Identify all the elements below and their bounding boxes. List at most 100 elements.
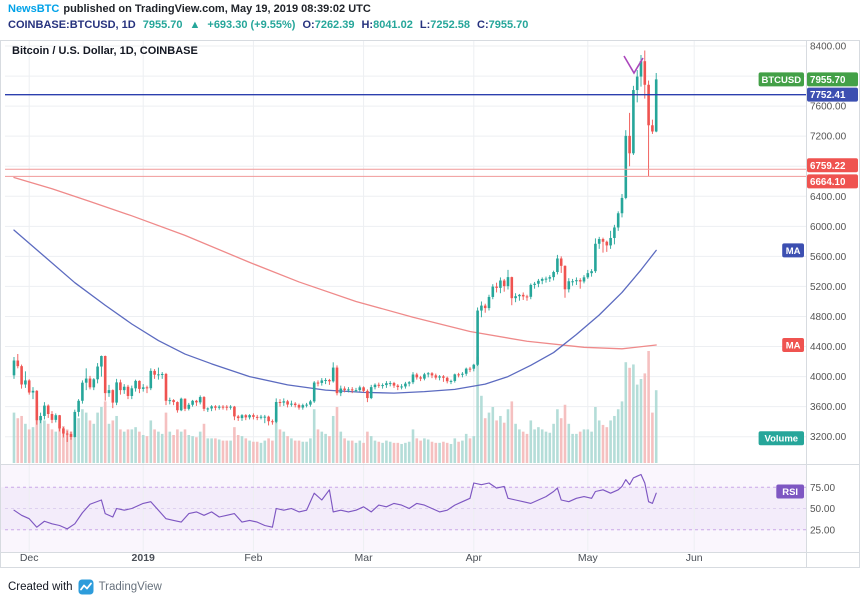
- volume-bar: [544, 431, 548, 463]
- candle-body: [472, 364, 476, 369]
- candle-body: [198, 397, 202, 403]
- volume-bar: [578, 431, 582, 463]
- candle-body: [141, 387, 145, 389]
- candle-body: [537, 280, 540, 284]
- volume-bar: [206, 438, 210, 463]
- candle-body: [624, 135, 628, 198]
- candle-body: [506, 277, 510, 287]
- symbol-name[interactable]: COINBASE:BTCUSD, 1D: [8, 19, 136, 31]
- price-tick-label: 6400.00: [810, 192, 847, 203]
- svg-text:6759.22: 6759.22: [810, 161, 846, 172]
- volume-bar: [571, 433, 574, 463]
- price-tick-label: 4800.00: [810, 312, 847, 323]
- candle-body: [510, 277, 514, 299]
- candle-body: [210, 406, 213, 409]
- candle-body: [252, 415, 255, 417]
- volume-bar: [457, 441, 460, 463]
- candle-body: [195, 400, 198, 403]
- volume-bar: [69, 431, 73, 463]
- price-tick-label: 5200.00: [810, 282, 847, 293]
- candle-body: [548, 277, 552, 279]
- candle-body: [419, 377, 422, 379]
- candle-body: [483, 305, 487, 309]
- candle-body: [434, 375, 438, 378]
- chart-legend-title[interactable]: Bitcoin / U.S. Dollar, 1D, COINBASE: [12, 45, 198, 57]
- volume-bar: [537, 427, 540, 463]
- candle-body: [335, 367, 339, 394]
- volume-bar: [609, 420, 612, 463]
- volume-bar: [134, 427, 137, 463]
- candle-body: [362, 387, 365, 391]
- candle-body: [453, 374, 457, 381]
- candle-body: [651, 125, 654, 132]
- volume-bar: [506, 409, 510, 463]
- volume-bar: [149, 420, 153, 463]
- tradingview-logo[interactable]: [78, 579, 94, 595]
- volume-bar: [259, 442, 263, 463]
- volume-bar: [229, 440, 232, 463]
- time-tick-label: Feb: [244, 552, 262, 564]
- candle-body: [632, 90, 635, 154]
- ma-fast-label: MA: [782, 243, 804, 258]
- candlestick-series: [12, 50, 658, 442]
- candle-body: [301, 405, 305, 408]
- candle-body: [358, 387, 362, 391]
- volume-bar: [502, 422, 506, 463]
- candle-body: [305, 404, 308, 406]
- volume-bar: [39, 418, 42, 463]
- volume-bar: [138, 431, 141, 463]
- volume-bar: [187, 435, 191, 463]
- candle-body: [69, 433, 73, 438]
- candle-body: [502, 280, 506, 287]
- volume-bar: [411, 429, 415, 463]
- candle-body: [138, 380, 141, 389]
- candle-body: [613, 227, 616, 238]
- symbol-label: BTCUSD: [758, 72, 804, 87]
- candle-body: [354, 390, 358, 392]
- volume-bar: [88, 420, 92, 463]
- candle-body: [415, 374, 419, 378]
- volume-bar: [160, 433, 164, 463]
- volume-bar: [377, 441, 381, 463]
- volume-bar: [244, 438, 248, 463]
- chart-canvas[interactable]: [5, 40, 806, 552]
- volume-bar: [217, 439, 221, 463]
- volume-bar: [567, 423, 571, 463]
- candle-body: [50, 414, 54, 420]
- candle-body: [552, 272, 555, 278]
- volume-bar: [335, 407, 339, 463]
- candle-body: [84, 378, 88, 383]
- candle-body: [312, 382, 316, 402]
- volume-bar: [62, 426, 65, 463]
- publisher-link[interactable]: NewsBTC: [8, 3, 60, 15]
- rsi-label: RSI: [776, 484, 804, 499]
- volume-bar: [301, 441, 305, 463]
- time-axis[interactable]: [0, 552, 860, 568]
- volume-bar: [35, 401, 39, 463]
- volume-bar: [233, 427, 236, 463]
- candle-body: [43, 405, 46, 416]
- candle-body: [126, 386, 130, 396]
- volume-bar: [84, 412, 88, 463]
- price-axis[interactable]: [807, 40, 860, 552]
- candle-body: [533, 283, 536, 285]
- rsi-line: [13, 473, 657, 530]
- volume-bar: [643, 373, 647, 463]
- volume-bar: [396, 442, 400, 463]
- volume-bar: [309, 438, 312, 463]
- candle-body: [639, 61, 643, 77]
- volume-bar: [430, 441, 434, 463]
- volume-bar: [195, 437, 198, 463]
- candle-body: [540, 278, 544, 281]
- candle-body: [468, 368, 472, 370]
- candle-body: [65, 433, 69, 435]
- volume-bar: [495, 420, 498, 463]
- candle-body: [221, 406, 225, 408]
- volume-bar: [183, 429, 187, 463]
- candle-body: [225, 406, 229, 408]
- tradingview-brand[interactable]: TradingView: [98, 581, 162, 593]
- volume-bar: [635, 384, 639, 463]
- candle-body: [88, 378, 92, 388]
- volume-bar: [107, 423, 111, 463]
- time-tick-label: Apr: [466, 552, 483, 564]
